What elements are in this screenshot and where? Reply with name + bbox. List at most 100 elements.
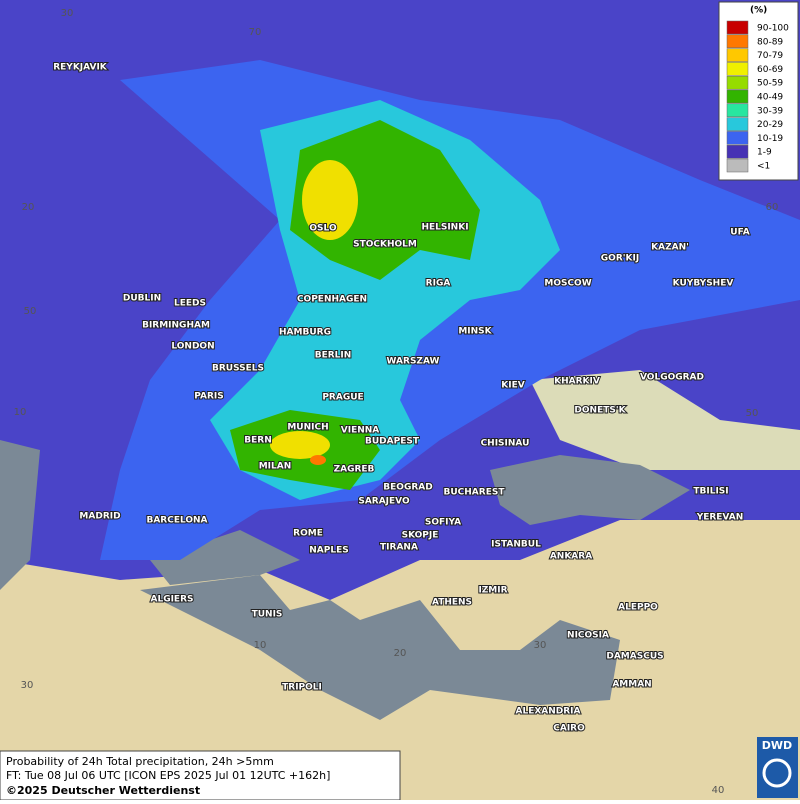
precip-area xyxy=(302,160,358,240)
city-label: PARIS xyxy=(194,392,224,402)
footer-box xyxy=(0,750,401,801)
sea xyxy=(0,440,40,590)
logo-swirl xyxy=(762,758,792,788)
city-label: LONDON xyxy=(171,342,214,352)
city-label: BERN xyxy=(244,436,271,446)
city-label: RIGA xyxy=(426,279,451,289)
city-label: DUBLIN xyxy=(123,294,161,304)
legend-label: 10-19 xyxy=(757,134,783,144)
grid-label: 20 xyxy=(22,202,35,213)
legend-label: 50-59 xyxy=(757,79,783,89)
city-label: DONETS'K xyxy=(574,406,626,416)
legend-swatch xyxy=(726,34,749,49)
city-label: NICOSIA xyxy=(567,631,609,641)
city-label: OSLO xyxy=(309,224,337,234)
city-label: BARCELONA xyxy=(146,516,207,526)
sea xyxy=(150,530,300,585)
legend-label: 70-79 xyxy=(757,51,783,61)
city-label: CAIRO xyxy=(553,724,585,734)
legend-swatch xyxy=(726,103,749,118)
city-label: ANKARA xyxy=(550,552,592,562)
city-label: SOFIYA xyxy=(425,518,461,528)
city-label: ALEPPO xyxy=(618,603,658,613)
city-label: TRIPOLI xyxy=(282,683,322,693)
legend-label: 80-89 xyxy=(757,37,783,47)
city-label: MILAN xyxy=(259,462,292,472)
grid-label: 50 xyxy=(746,408,759,419)
city-label: IZMIR xyxy=(478,586,507,596)
city-label: LEEDS xyxy=(174,299,206,309)
legend-label: 40-49 xyxy=(757,93,783,103)
city-label: SARAJEVO xyxy=(358,497,410,507)
city-label: WARSZAW xyxy=(387,357,440,367)
legend-label: 1-9 xyxy=(757,148,772,158)
legend-label: 30-39 xyxy=(757,106,783,116)
city-label: GOR'KIJ xyxy=(601,254,639,264)
legend-swatch xyxy=(726,20,749,35)
grid-label: 50 xyxy=(24,306,37,317)
legend-swatch xyxy=(726,117,749,131)
city-label: MUNICH xyxy=(287,423,328,433)
grid-label: 10 xyxy=(254,640,267,651)
city-label: MINSK xyxy=(458,327,492,337)
grid-label: 40 xyxy=(712,785,725,796)
city-label: STOCKHOLM xyxy=(353,240,417,250)
logo: DWD xyxy=(762,739,792,752)
city-label: BRUSSELS xyxy=(212,364,264,374)
grid-label: 30 xyxy=(534,640,547,651)
sea xyxy=(490,455,690,525)
grid-label: 30 xyxy=(61,8,74,19)
city-label: BUCHAREST xyxy=(444,488,506,498)
city-label: YEREVAN xyxy=(696,513,744,523)
city-label: ALGIERS xyxy=(151,595,194,605)
city-label: KUYBYSHEV xyxy=(673,279,734,289)
city-label: TIRANA xyxy=(380,543,418,553)
city-label: BUDAPEST xyxy=(365,437,420,447)
grid-label: 60 xyxy=(766,202,779,213)
legend-unit: (%) xyxy=(750,6,767,16)
precip-area xyxy=(290,120,480,280)
legend-label: 60-69 xyxy=(757,65,783,75)
city-label: TUNIS xyxy=(252,610,283,620)
footer-copyright: ©2025 Deutscher Wetterdienst xyxy=(6,784,200,797)
legend-label: <1 xyxy=(757,162,770,172)
footer-title: Probability of 24h Total precipitation, … xyxy=(6,755,274,768)
city-label: KIEV xyxy=(501,381,524,391)
city-label: TBILISI xyxy=(693,487,728,497)
city-label: VOLGOGRAD xyxy=(640,373,704,383)
city-label: ROME xyxy=(293,529,323,539)
city-label: DAMASCUS xyxy=(606,652,663,662)
city-label: COPENHAGEN xyxy=(297,295,367,305)
sea xyxy=(140,575,620,720)
legend-swatch xyxy=(726,62,749,76)
precip-area xyxy=(310,455,326,465)
city-label: MOSCOW xyxy=(544,279,591,289)
city-label: NAPLES xyxy=(309,546,348,556)
city-label: BEOGRAD xyxy=(383,483,432,493)
legend-swatch xyxy=(726,144,749,159)
city-label: ATHENS xyxy=(432,598,472,608)
grid-label: 70 xyxy=(249,27,262,38)
city-label: VIENNA xyxy=(341,426,380,436)
city-label: UFA xyxy=(730,228,749,238)
legend-swatch xyxy=(726,75,749,90)
city-label: HELSINKI xyxy=(421,223,468,233)
city-label: ALEXANDRIA xyxy=(516,707,581,717)
city-label: BIRMINGHAM xyxy=(142,321,210,331)
city-label: ISTANBUL xyxy=(491,540,541,550)
legend-swatch xyxy=(726,131,749,145)
grid-label: 20 xyxy=(394,648,407,659)
city-label: CHISINAU xyxy=(481,439,530,449)
legend-label: 90-100 xyxy=(757,24,789,34)
city-label: ZAGREB xyxy=(334,465,375,475)
legend-swatch xyxy=(726,89,749,104)
legend-swatch xyxy=(726,158,749,173)
city-label: KAZAN' xyxy=(651,243,689,253)
city-label: AMMAN xyxy=(612,680,651,690)
grid-label: 10 xyxy=(14,407,27,418)
grid-label: 30 xyxy=(21,680,34,691)
city-label: BERLIN xyxy=(315,351,352,361)
city-label: KHARKIV xyxy=(554,377,600,387)
footer-forecast: FT: Tue 08 Jul 06 UTC [ICON EPS 2025 Jul… xyxy=(6,769,330,782)
